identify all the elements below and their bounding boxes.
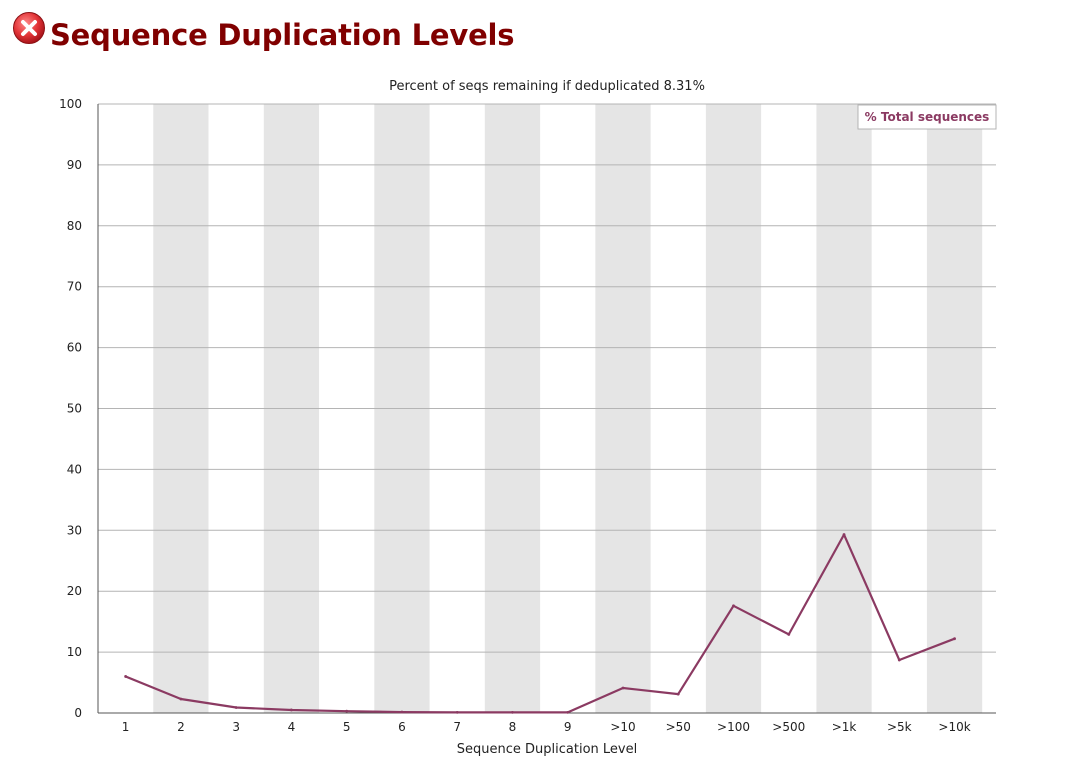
data-point	[732, 604, 735, 608]
data-point	[124, 675, 128, 678]
y-tick-label: 100	[59, 97, 82, 111]
x-tick-label: >5k	[887, 720, 912, 734]
y-tick-label: 80	[67, 219, 82, 233]
x-tick-label: >10k	[938, 720, 970, 734]
y-tick-label: 30	[67, 523, 82, 537]
x-tick-label: 5	[343, 720, 351, 734]
data-point	[290, 708, 293, 712]
data-point	[897, 658, 901, 662]
data-point	[953, 637, 956, 641]
series-line	[125, 533, 955, 714]
x-axis-label: Sequence Duplication Level	[457, 742, 637, 757]
x-tick-label: 8	[509, 720, 517, 734]
y-tick-label: 20	[67, 584, 82, 598]
y-tick-label: 40	[67, 462, 82, 476]
x-tick-label: 6	[398, 720, 406, 734]
data-point	[842, 533, 846, 536]
header: Sequence Duplication Levels	[12, 10, 515, 60]
x-tick-label: >10	[610, 720, 635, 734]
page-title: Sequence Duplication Levels	[50, 18, 515, 52]
data-point	[621, 686, 625, 690]
y-tick-label: 70	[67, 280, 82, 294]
y-tick-label: 90	[67, 158, 82, 172]
x-tick-label: >50	[666, 720, 691, 734]
error-icon	[13, 12, 45, 44]
data-point	[676, 692, 680, 696]
y-tick-label: 50	[67, 402, 82, 416]
data-point	[345, 709, 349, 713]
x-tick-label: 4	[288, 720, 296, 734]
y-tick-label: 60	[67, 341, 82, 355]
x-tick-label: 3	[232, 720, 240, 734]
legend-label: % Total sequences	[865, 110, 990, 124]
x-tick-label: >500	[772, 720, 805, 734]
data-point	[400, 710, 404, 714]
data-point	[566, 710, 570, 714]
x-tick-label: >1k	[832, 720, 857, 734]
x-tick-label: 1	[122, 720, 130, 734]
chart-title: Percent of seqs remaining if deduplicate…	[389, 79, 705, 94]
x-tick-label: 2	[177, 720, 185, 734]
data-point	[511, 710, 514, 714]
legend-box	[857, 104, 997, 130]
y-tick-label: 0	[74, 706, 82, 720]
data-point	[179, 697, 183, 701]
y-tick-label: 10	[67, 645, 82, 659]
x-tick-label: >100	[717, 720, 750, 734]
data-point	[234, 706, 238, 709]
x-tick-label: 7	[453, 720, 461, 734]
x-tick-label: 9	[564, 720, 572, 734]
data-point	[787, 633, 791, 636]
data-point	[455, 710, 459, 714]
